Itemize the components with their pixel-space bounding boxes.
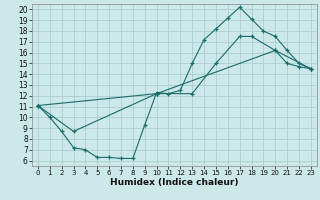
X-axis label: Humidex (Indice chaleur): Humidex (Indice chaleur) [110, 178, 239, 187]
